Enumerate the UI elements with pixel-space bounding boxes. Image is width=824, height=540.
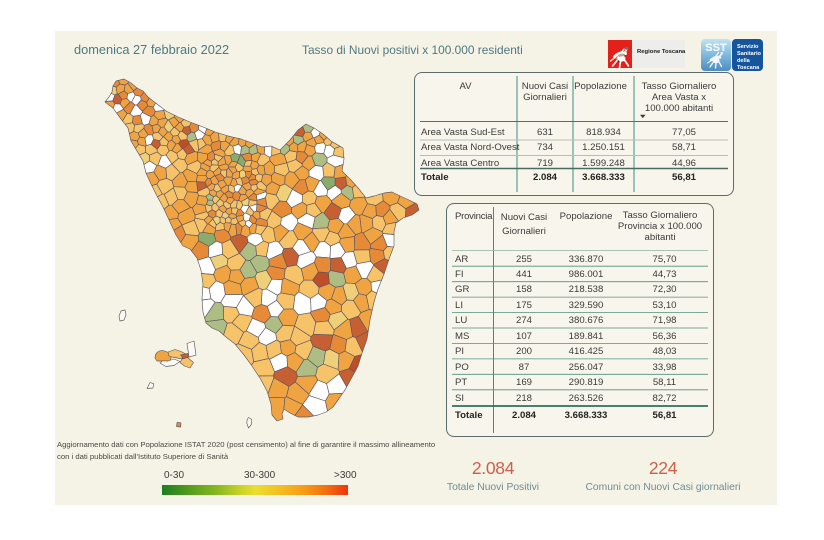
svg-text:Sanitario: Sanitario bbox=[737, 51, 762, 57]
svg-text:Toscana: Toscana bbox=[737, 65, 760, 71]
svg-text:SST: SST bbox=[705, 42, 727, 54]
svg-text:Servizio: Servizio bbox=[737, 44, 759, 50]
svg-text:della: della bbox=[737, 58, 751, 64]
